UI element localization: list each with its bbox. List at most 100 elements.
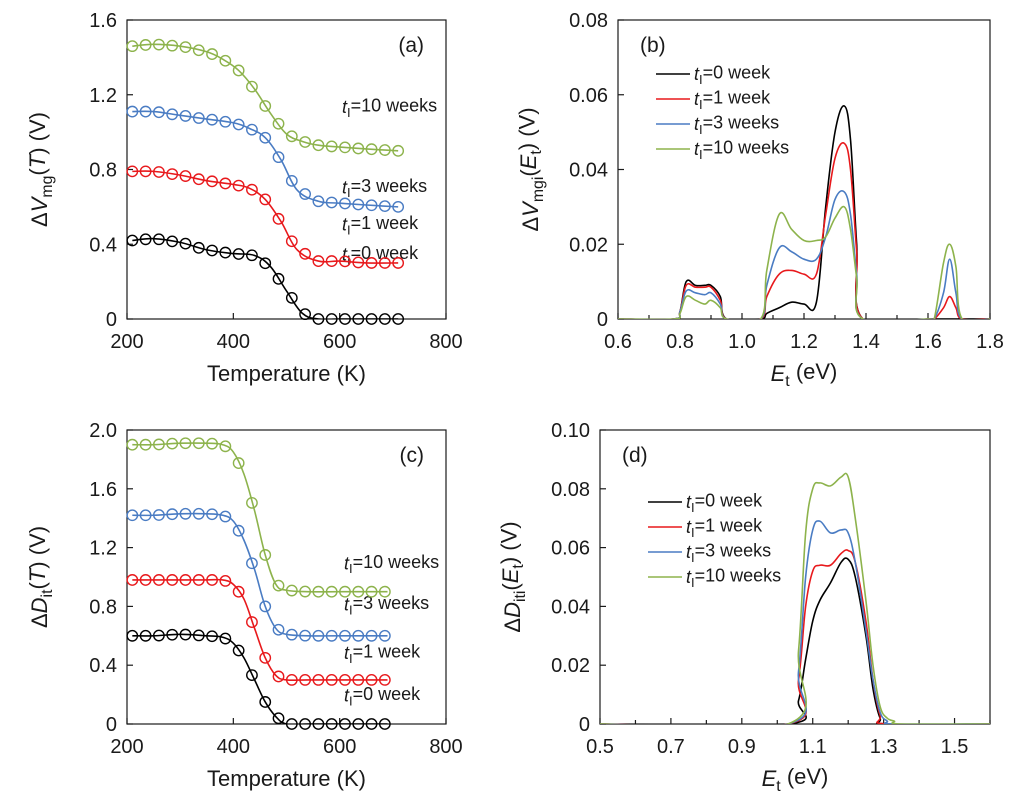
- x-tick-label: 0.5: [586, 736, 614, 758]
- data-point: [206, 508, 218, 521]
- data-point: [166, 39, 179, 52]
- legend-entry: tI=3 weeks: [694, 112, 779, 136]
- panel-label: (b): [640, 34, 666, 57]
- x-axis-title: Et (eV): [762, 764, 829, 795]
- series-line-10-weeks: [132, 442, 388, 593]
- data-point: [139, 574, 152, 586]
- data-point: [206, 244, 218, 257]
- legend-entry: tI=1 week: [686, 515, 763, 539]
- data-point: [179, 574, 192, 586]
- data-point: [312, 629, 325, 642]
- data-point: [365, 199, 378, 212]
- data-point: [285, 718, 298, 730]
- x-tick-label: 400: [217, 331, 250, 353]
- data-point: [352, 718, 365, 730]
- data-point: [259, 651, 272, 664]
- y-axis-title: ΔDit(T) (V): [25, 526, 56, 628]
- data-point: [285, 584, 298, 597]
- x-tick-label: 800: [429, 736, 462, 758]
- legend-entry: tI=0 week: [686, 490, 763, 514]
- data-point: [246, 616, 258, 628]
- data-point: [192, 507, 205, 520]
- series-line-0-week: [600, 557, 990, 724]
- data-point: [166, 628, 179, 641]
- data-point: [152, 106, 165, 119]
- data-point: [312, 313, 325, 325]
- data-point: [339, 718, 351, 730]
- data-point: [378, 585, 391, 598]
- data-point: [246, 80, 258, 93]
- data-point: [179, 170, 192, 182]
- data-point: [166, 235, 179, 248]
- data-point: [179, 237, 192, 250]
- y-tick-label: 0: [106, 309, 117, 331]
- x-tick-label: 1.0: [728, 331, 756, 353]
- y-tick-label: 1.6: [89, 10, 117, 32]
- data-point: [246, 249, 258, 262]
- data-point: [192, 44, 205, 57]
- data-point: [139, 105, 152, 118]
- data-point: [325, 718, 338, 730]
- data-point: [152, 438, 165, 451]
- x-tick-label: 400: [217, 736, 250, 758]
- data-point: [232, 524, 245, 537]
- data-point: [299, 585, 312, 598]
- x-tick-label: 600: [323, 331, 356, 353]
- panel-label: (c): [400, 444, 425, 467]
- x-axis-title: Temperature (K): [207, 766, 366, 791]
- data-point: [219, 440, 232, 453]
- data-point: [378, 257, 391, 269]
- series-annotation: tI=0 week: [342, 243, 419, 267]
- data-point: [179, 110, 192, 122]
- data-point: [139, 165, 152, 178]
- data-point: [179, 628, 192, 641]
- y-axis-title: ΔVmgi(Et) (V): [514, 107, 546, 231]
- legend-entry: tI=10 weeks: [694, 137, 789, 161]
- data-point: [126, 629, 139, 642]
- data-point: [272, 670, 285, 683]
- x-tick-label: 1.6: [914, 331, 942, 353]
- series-annotation: tI=10 weeks: [342, 95, 437, 119]
- data-point: [179, 437, 192, 450]
- data-point: [272, 712, 285, 725]
- data-point: [232, 248, 245, 260]
- y-tick-label: 0.02: [569, 234, 608, 256]
- data-point: [126, 40, 139, 53]
- y-tick-label: 0.02: [551, 655, 590, 677]
- y-tick-label: 0.8: [89, 596, 117, 618]
- data-point: [166, 108, 179, 121]
- data-point: [299, 136, 312, 148]
- data-point: [152, 574, 165, 586]
- x-axis-title: Temperature (K): [207, 361, 366, 386]
- data-point: [299, 247, 312, 260]
- data-point: [246, 669, 258, 682]
- data-point: [232, 179, 245, 192]
- data-point: [206, 175, 218, 188]
- data-point: [139, 438, 152, 451]
- data-point: [272, 623, 285, 636]
- x-tick-label: 1.3: [870, 736, 898, 758]
- data-point: [192, 574, 205, 586]
- data-point: [312, 674, 325, 686]
- panel-label: (d): [622, 444, 648, 467]
- x-tick-label: 600: [323, 736, 356, 758]
- data-point: [285, 674, 298, 686]
- data-point: [206, 630, 218, 643]
- data-point: [392, 257, 405, 269]
- data-point: [219, 177, 232, 190]
- data-point: [206, 48, 218, 60]
- series-line-10-weeks: [600, 472, 990, 724]
- y-tick-label: 0.4: [89, 234, 117, 256]
- data-point: [232, 644, 245, 657]
- data-point: [179, 41, 192, 53]
- data-point: [378, 629, 391, 642]
- data-point: [378, 718, 391, 730]
- data-point: [272, 272, 285, 285]
- data-point: [179, 507, 192, 520]
- data-point: [365, 313, 378, 325]
- data-point: [272, 212, 285, 225]
- x-tick-label: 200: [110, 331, 143, 353]
- chart-panel-c: 200 400 600 800 0 0.4 0.8 1.2 1.6 2.0 Temperature …: [25, 420, 463, 791]
- data-point: [206, 113, 218, 126]
- legend-entry: tI=10 weeks: [686, 565, 781, 589]
